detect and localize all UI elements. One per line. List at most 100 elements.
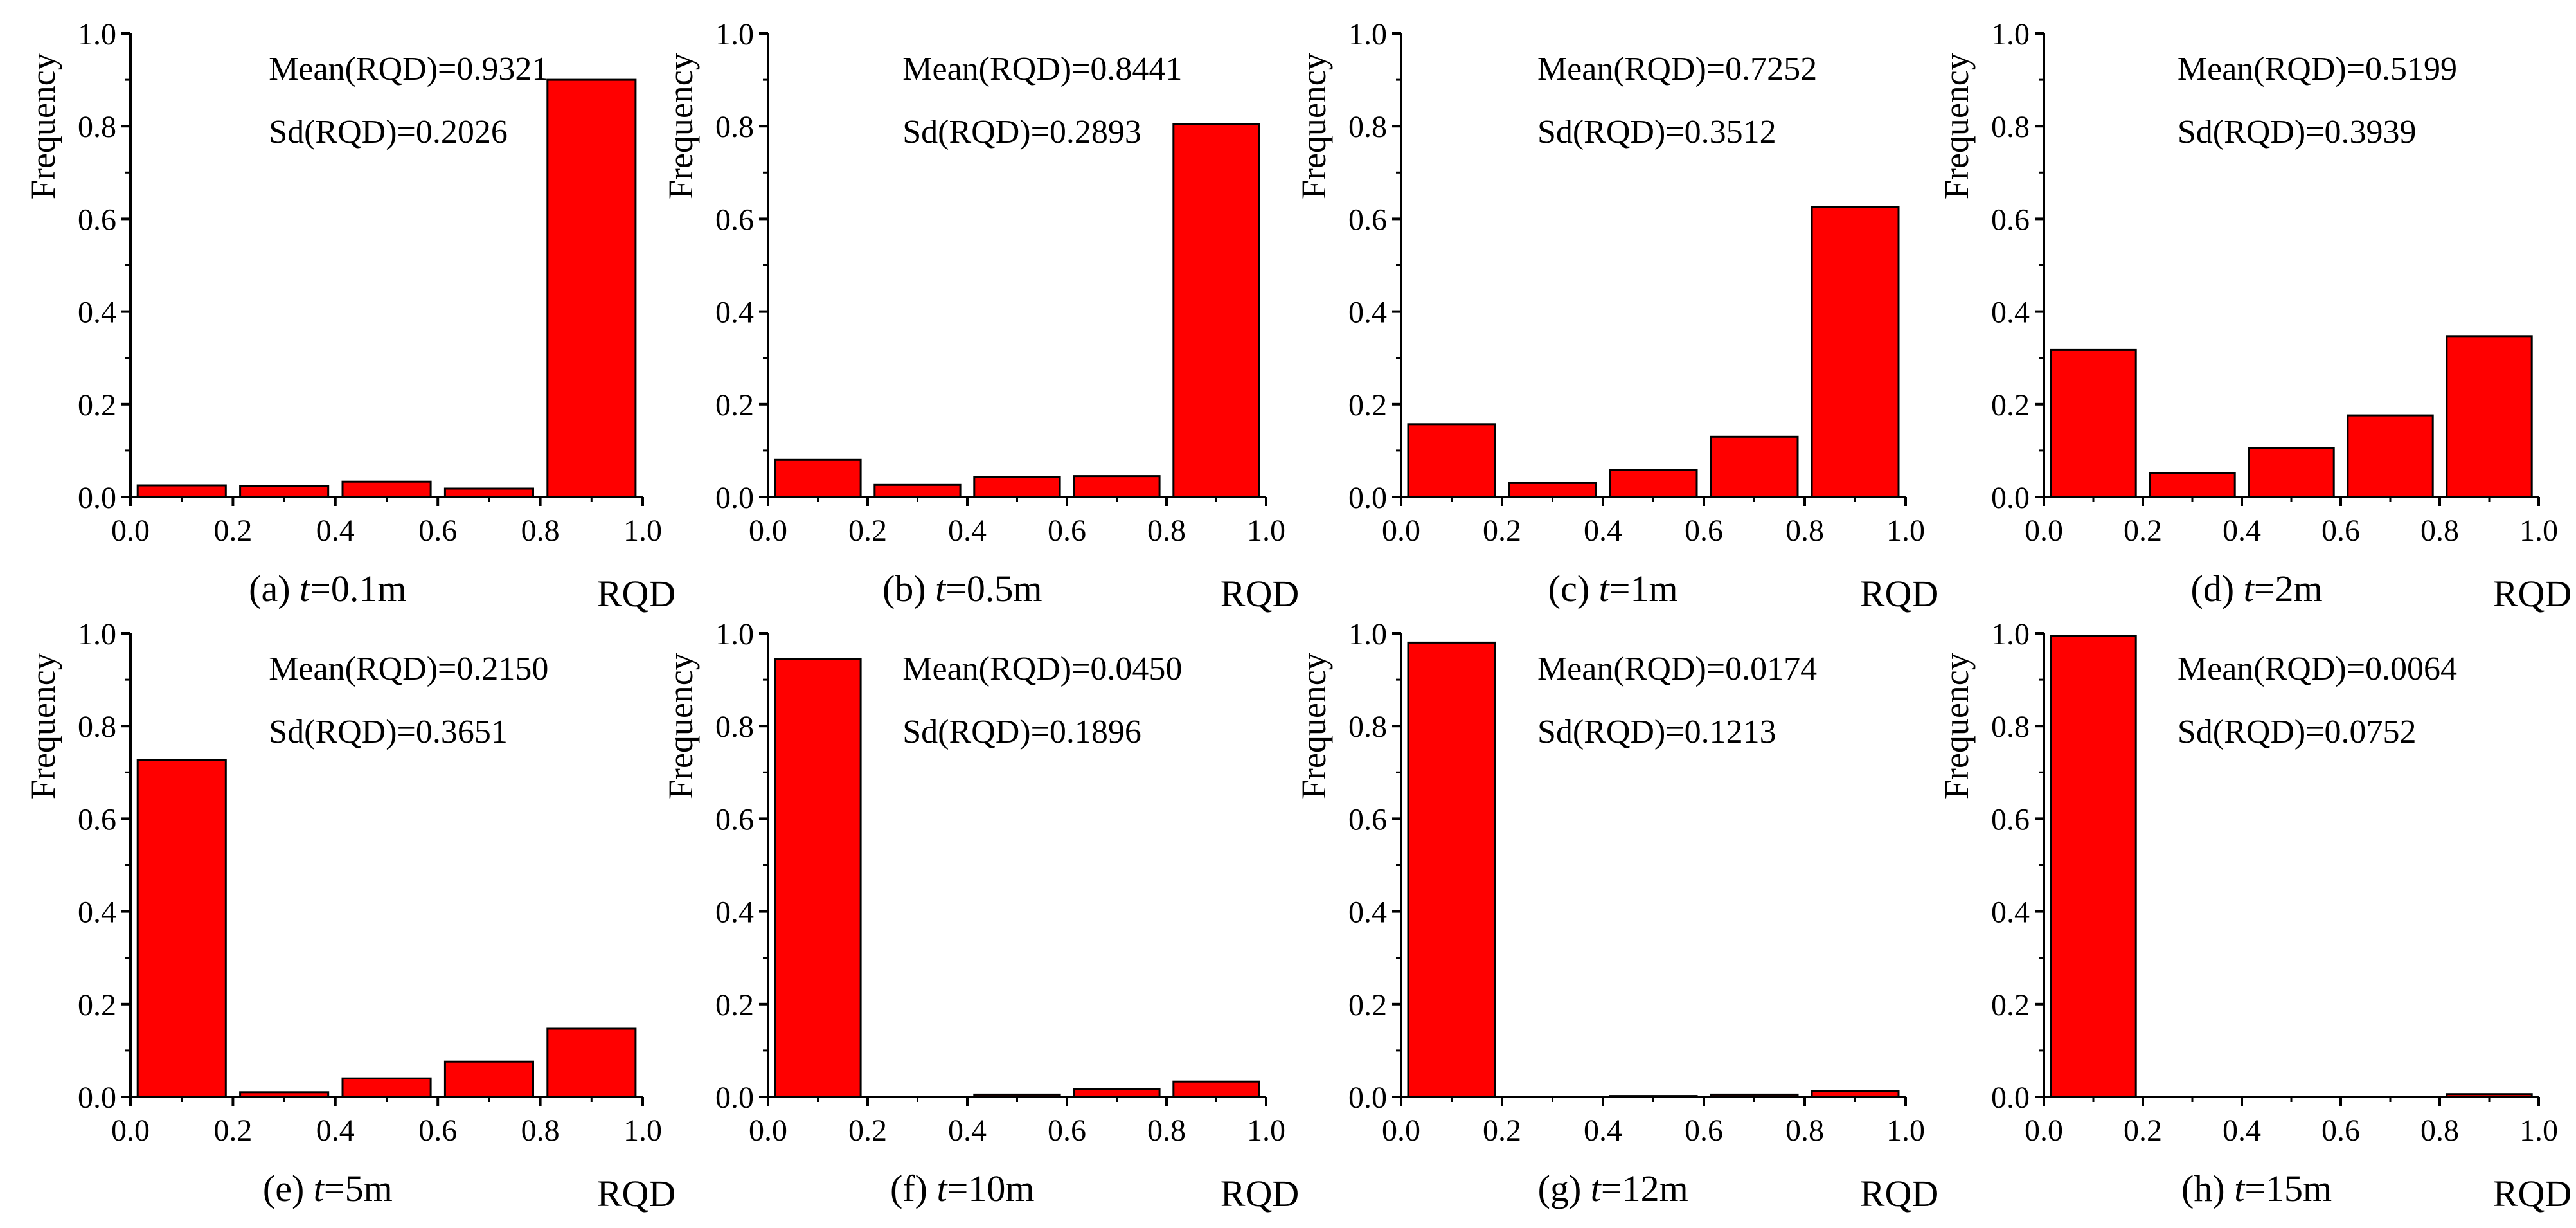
caption-suffix: =1m: [1609, 568, 1678, 609]
x-tick-label: 1.0: [1886, 1114, 1925, 1148]
x-tick-label: 0.8: [1785, 1114, 1824, 1148]
y-tick-label: 0.4: [715, 296, 754, 330]
histogram-panel-h: 0.0 0.2 0.4 0.6 0.8 1.0 0.0 0.2 0.4 0.6 0.8 1.0 Freq…: [1937, 617, 2572, 1214]
y-tick-label: 0.8: [1348, 710, 1387, 744]
x-tick-label: 0.6: [2321, 1114, 2360, 1148]
mean-annotation: Mean(RQD)=0.0174: [1537, 651, 1817, 687]
x-axis-title: RQD: [2493, 1173, 2572, 1214]
y-tick-label: 0.4: [1991, 896, 2030, 930]
x-tick-label: 0.6: [1685, 1114, 1723, 1148]
sd-annotation: Sd(RQD)=0.2893: [902, 114, 1141, 150]
x-tick-label: 0.0: [749, 1114, 787, 1148]
y-axis-title: Frequency: [1294, 653, 1333, 799]
y-tick-label: 0.8: [1348, 110, 1387, 144]
histogram-bar: [1811, 206, 1900, 498]
panel-caption: (e) t=5m: [263, 1168, 393, 1209]
histogram-bar: [1609, 469, 1698, 498]
caption-prefix: (c): [1548, 568, 1599, 609]
y-tick-label: 0.2: [1991, 388, 2030, 422]
x-tick-label: 1.0: [2519, 514, 2558, 548]
mean-annotation: Mean(RQD)=0.0450: [902, 651, 1182, 687]
y-tick-label: 1.0: [715, 617, 754, 651]
y-tick-label: 0.0: [715, 1081, 754, 1115]
y-tick-label: 1.0: [1991, 17, 2030, 51]
x-tick-label: 0.6: [418, 514, 457, 548]
y-axis-title: Frequency: [24, 53, 62, 199]
x-tick-label: 0.2: [848, 1114, 887, 1148]
x-tick-label: 0.2: [2124, 1114, 2162, 1148]
x-tick-label: 0.8: [521, 1114, 560, 1148]
sd-annotation: Sd(RQD)=0.2026: [269, 114, 508, 150]
caption-variable: t: [2234, 1168, 2246, 1209]
x-tick-label: 1.0: [1247, 514, 1285, 548]
y-axis-title: Frequency: [661, 653, 700, 799]
mean-annotation: Mean(RQD)=0.8441: [902, 51, 1182, 87]
panel-caption: (h) t=15m: [2181, 1168, 2332, 1209]
y-tick-label: 0.2: [78, 988, 116, 1022]
sd-annotation: Sd(RQD)=0.1213: [1537, 714, 1776, 750]
x-tick-label: 0.4: [2223, 1114, 2261, 1148]
x-axis-title: RQD: [597, 1173, 675, 1214]
histogram-bar: [973, 476, 1061, 498]
y-tick-label: 1.0: [715, 17, 754, 51]
caption-prefix: (g): [1538, 1168, 1591, 1209]
y-tick-label: 1.0: [1348, 617, 1387, 651]
y-tick-label: 0.2: [78, 388, 116, 422]
x-axis-title: RQD: [2493, 573, 2572, 615]
y-tick-label: 0.2: [715, 988, 754, 1022]
y-tick-label: 0.6: [78, 802, 116, 836]
histogram-bar: [1407, 641, 1496, 1098]
caption-suffix: =10m: [947, 1168, 1035, 1209]
y-tick-label: 0.8: [715, 110, 754, 144]
x-tick-label: 1.0: [623, 514, 662, 548]
x-tick-label: 0.6: [418, 1114, 457, 1148]
histogram-panel-c: 0.0 0.2 0.4 0.6 0.8 1.0 0.0 0.2 0.4 0.6 0.8 1.0 Freq…: [1294, 17, 1938, 615]
caption-variable: t: [937, 1168, 949, 1209]
panel-caption: (a) t=0.1m: [249, 568, 406, 609]
caption-variable: t: [1599, 568, 1611, 609]
x-tick-label: 0.4: [948, 514, 987, 548]
histogram-bar: [341, 1077, 432, 1098]
caption-suffix: =12m: [1601, 1168, 1688, 1209]
histogram-bar: [136, 484, 227, 498]
caption-prefix: (b): [882, 568, 935, 609]
y-tick-label: 0.6: [715, 203, 754, 237]
panel-caption: (f) t=10m: [890, 1168, 1034, 1209]
histogram-bar: [2446, 335, 2533, 498]
histogram-bar: [1073, 475, 1161, 498]
histogram-bar: [2248, 447, 2335, 498]
histogram-bar: [546, 78, 637, 498]
x-tick-label: 1.0: [1247, 1114, 1285, 1148]
x-tick-label: 1.0: [623, 1114, 662, 1148]
y-tick-label: 0.2: [1348, 988, 1387, 1022]
y-axis-title: Frequency: [1294, 53, 1333, 199]
sd-annotation: Sd(RQD)=0.3651: [269, 714, 508, 750]
y-tick-label: 1.0: [1991, 617, 2030, 651]
x-tick-label: 0.2: [1483, 1114, 1521, 1148]
y-tick-label: 0.8: [78, 710, 116, 744]
histogram-bar: [774, 458, 862, 498]
x-tick-label: 0.4: [1584, 1114, 1622, 1148]
histogram-bar: [2050, 635, 2137, 1098]
histogram-panel-d: 0.0 0.2 0.4 0.6 0.8 1.0 0.0 0.2 0.4 0.6 0.8 1.0 Freq…: [1937, 17, 2572, 615]
x-axis-title: RQD: [1221, 573, 1299, 615]
caption-suffix: =0.1m: [310, 568, 406, 609]
x-axis-title: RQD: [1860, 1173, 1938, 1214]
y-tick-label: 0.4: [78, 296, 116, 330]
y-tick-label: 0.8: [715, 710, 754, 744]
caption-suffix: =15m: [2244, 1168, 2332, 1209]
x-axis-title: RQD: [1860, 573, 1938, 615]
y-tick-label: 1.0: [78, 17, 116, 51]
y-axis-title: Frequency: [661, 53, 700, 199]
y-tick-label: 1.0: [78, 617, 116, 651]
panel-caption: (d) t=2m: [2191, 568, 2323, 609]
x-tick-label: 0.8: [521, 514, 560, 548]
y-tick-label: 0.6: [715, 802, 754, 836]
mean-annotation: Mean(RQD)=0.5199: [2178, 51, 2457, 87]
x-tick-label: 0.6: [1048, 1114, 1086, 1148]
caption-prefix: (e): [263, 1168, 314, 1209]
x-axis-title: RQD: [1221, 1173, 1299, 1214]
y-axis-title: Frequency: [1937, 653, 1976, 799]
caption-prefix: (f): [890, 1168, 936, 1209]
x-tick-label: 0.0: [111, 1114, 150, 1148]
